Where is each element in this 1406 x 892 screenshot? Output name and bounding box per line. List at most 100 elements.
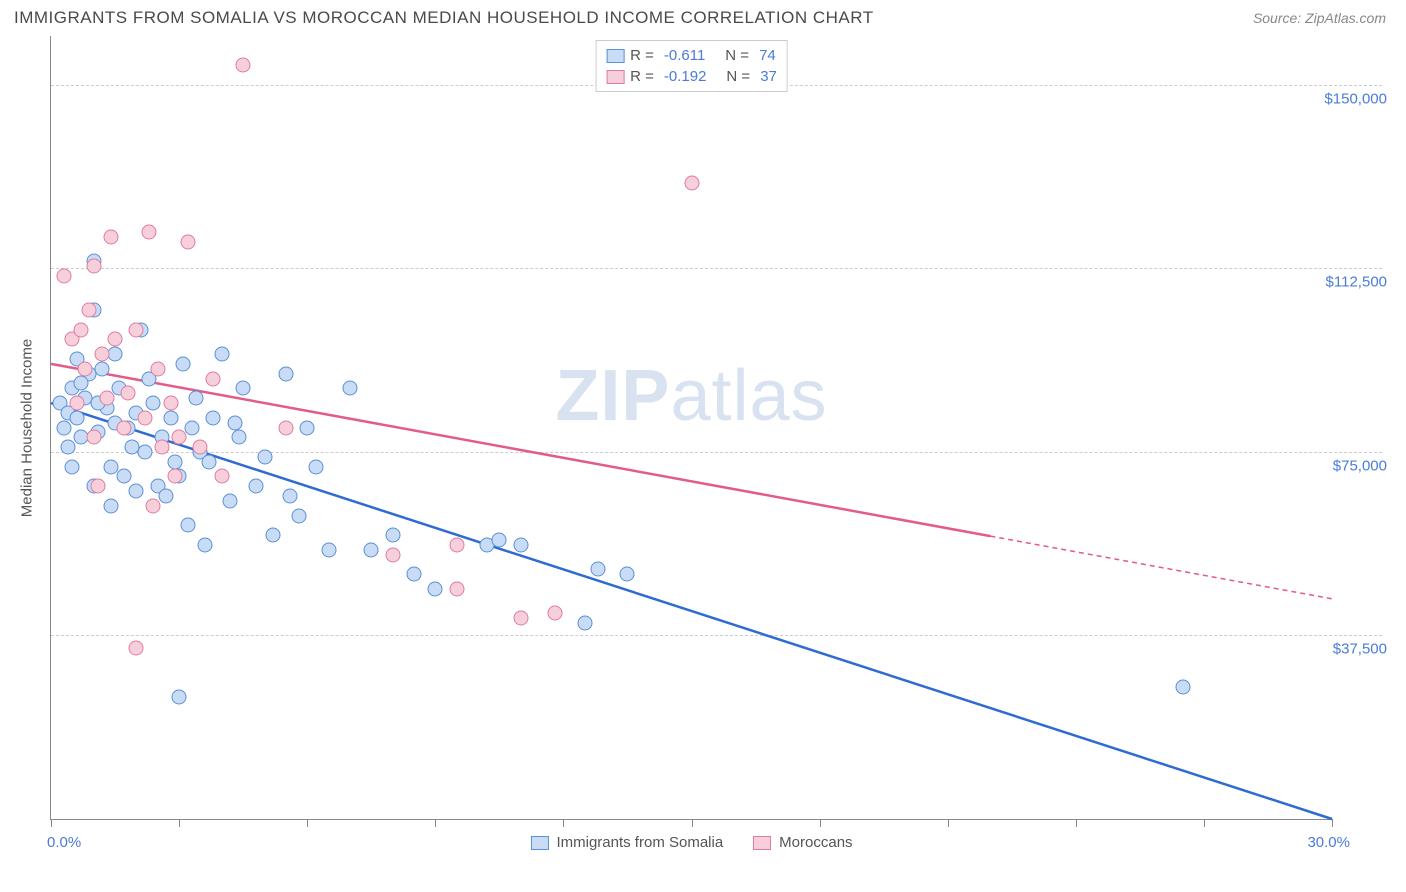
data-point	[78, 361, 93, 376]
chart-title: IMMIGRANTS FROM SOMALIA VS MOROCCAN MEDI…	[14, 8, 874, 28]
data-point	[184, 420, 199, 435]
x-axis-min-label: 0.0%	[47, 834, 81, 851]
correlation-legend: R = -0.611N = 74R = -0.192N = 37	[595, 40, 788, 92]
data-point	[69, 396, 84, 411]
legend-stat-row: R = -0.611N = 74	[606, 45, 777, 66]
data-point	[236, 58, 251, 73]
data-point	[577, 616, 592, 631]
data-point	[283, 489, 298, 504]
data-point	[146, 498, 161, 513]
data-point	[90, 479, 105, 494]
data-point	[82, 303, 97, 318]
data-point	[206, 410, 221, 425]
data-point	[125, 440, 140, 455]
data-point	[69, 410, 84, 425]
data-point	[428, 581, 443, 596]
data-point	[449, 581, 464, 596]
y-axis-title: Median Household Income	[19, 338, 36, 516]
data-point	[163, 396, 178, 411]
data-point	[56, 268, 71, 283]
x-tick	[179, 819, 180, 827]
x-tick	[692, 819, 693, 827]
data-point	[266, 528, 281, 543]
data-point	[103, 498, 118, 513]
data-point	[227, 415, 242, 430]
data-point	[163, 410, 178, 425]
data-point	[142, 224, 157, 239]
legend-series-item: Immigrants from Somalia	[530, 834, 723, 851]
data-point	[278, 420, 293, 435]
data-point	[172, 689, 187, 704]
data-point	[137, 410, 152, 425]
x-tick	[820, 819, 821, 827]
x-tick	[435, 819, 436, 827]
data-point	[291, 508, 306, 523]
data-point	[547, 606, 562, 621]
data-point	[214, 469, 229, 484]
trend-lines	[51, 36, 1332, 819]
data-point	[167, 469, 182, 484]
data-point	[449, 537, 464, 552]
data-point	[103, 229, 118, 244]
data-point	[137, 444, 152, 459]
plot-area: Median Household Income ZIPatlas R = -0.…	[50, 36, 1332, 820]
data-point	[73, 376, 88, 391]
data-point	[146, 396, 161, 411]
legend-stat-row: R = -0.192N = 37	[606, 66, 777, 87]
data-point	[257, 449, 272, 464]
data-point	[385, 547, 400, 562]
series-legend: Immigrants from Somalia Moroccans	[530, 834, 852, 851]
data-point	[86, 430, 101, 445]
data-point	[108, 332, 123, 347]
x-axis-max-label: 30.0%	[1307, 834, 1350, 851]
data-point	[116, 469, 131, 484]
data-point	[129, 322, 144, 337]
data-point	[61, 440, 76, 455]
data-point	[308, 459, 323, 474]
data-point	[99, 391, 114, 406]
legend-series-item: Moroccans	[753, 834, 852, 851]
data-point	[364, 542, 379, 557]
data-point	[201, 454, 216, 469]
x-tick	[948, 819, 949, 827]
data-point	[385, 528, 400, 543]
data-point	[180, 518, 195, 533]
data-point	[684, 175, 699, 190]
data-point	[172, 430, 187, 445]
data-point	[56, 420, 71, 435]
data-point	[342, 381, 357, 396]
data-point	[248, 479, 263, 494]
data-point	[129, 484, 144, 499]
x-tick	[1204, 819, 1205, 827]
data-point	[159, 489, 174, 504]
data-point	[116, 420, 131, 435]
data-point	[321, 542, 336, 557]
data-point	[197, 537, 212, 552]
data-point	[620, 567, 635, 582]
data-point	[406, 567, 421, 582]
data-point	[513, 537, 528, 552]
data-point	[193, 440, 208, 455]
x-tick	[307, 819, 308, 827]
data-point	[590, 562, 605, 577]
data-point	[206, 371, 221, 386]
data-point	[167, 454, 182, 469]
source-attribution: Source: ZipAtlas.com	[1253, 10, 1386, 26]
data-point	[300, 420, 315, 435]
data-point	[223, 493, 238, 508]
data-point	[492, 533, 507, 548]
data-point	[231, 430, 246, 445]
data-point	[1175, 679, 1190, 694]
data-point	[513, 611, 528, 626]
data-point	[120, 386, 135, 401]
chart-container: Median Household Income ZIPatlas R = -0.…	[14, 36, 1392, 876]
data-point	[176, 356, 191, 371]
data-point	[278, 366, 293, 381]
data-point	[214, 347, 229, 362]
data-point	[65, 459, 80, 474]
data-point	[180, 234, 195, 249]
x-tick	[563, 819, 564, 827]
x-tick	[1076, 819, 1077, 827]
data-point	[95, 347, 110, 362]
data-point	[86, 259, 101, 274]
